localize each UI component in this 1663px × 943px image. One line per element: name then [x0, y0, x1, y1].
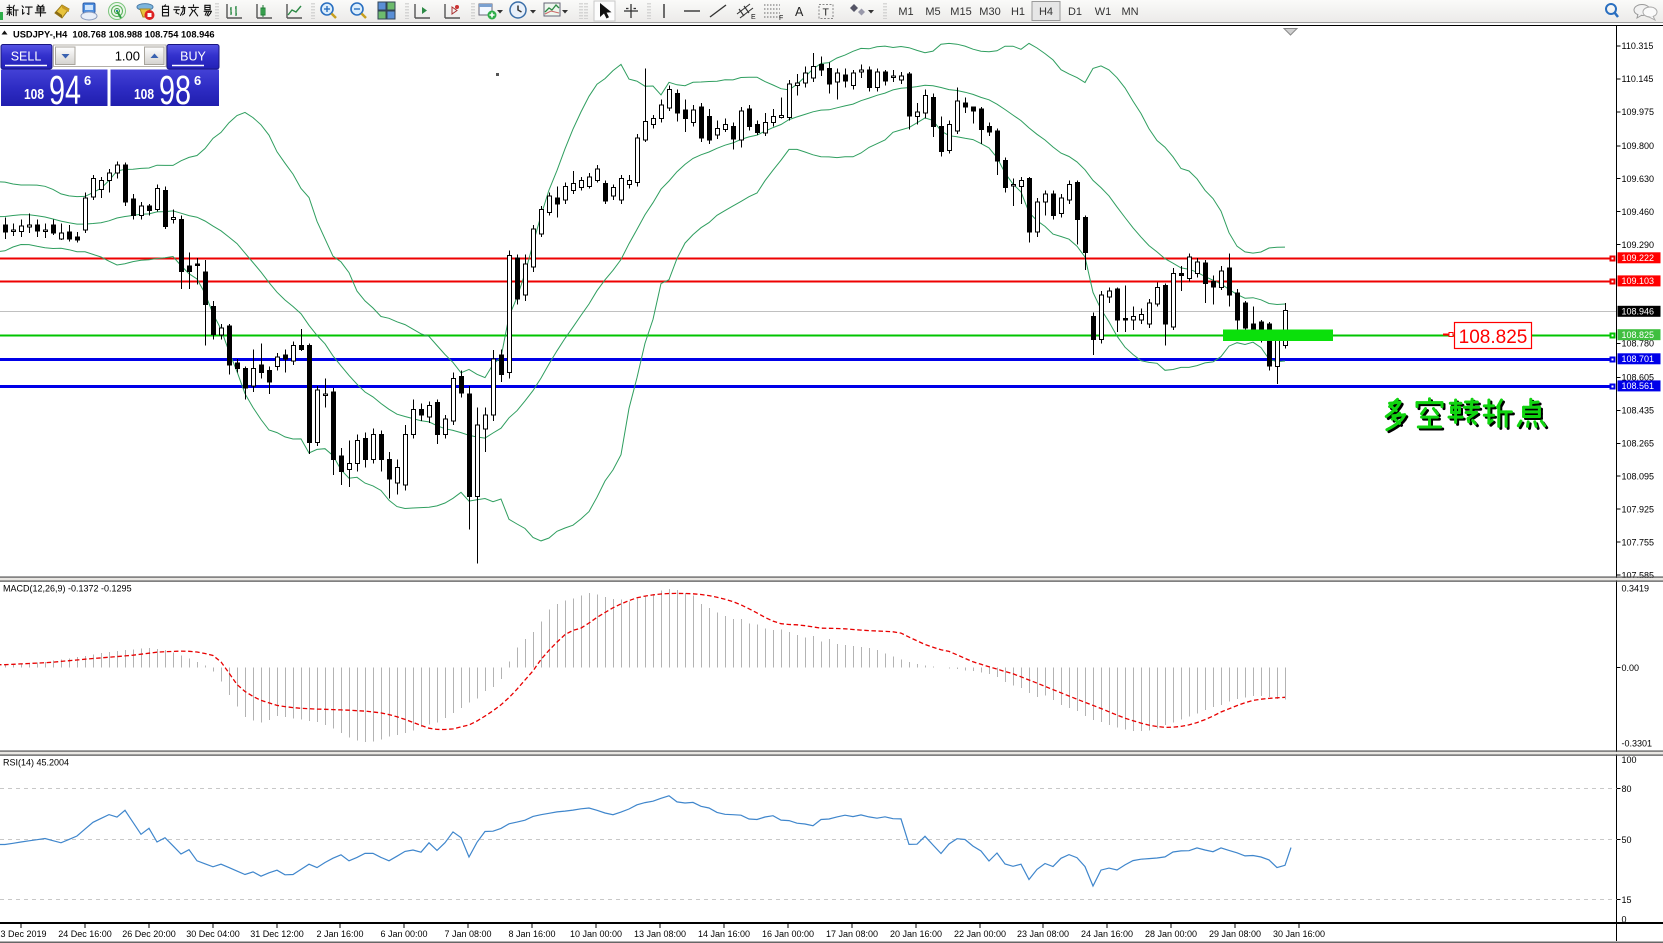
svg-text:M1: M1: [898, 6, 913, 18]
svg-text:23 Dec 2019: 23 Dec 2019: [0, 929, 47, 939]
svg-text:USDJPY-,H4 108.768 108.988 10: USDJPY-,H4 108.768 108.988 108.754 108.9…: [13, 30, 215, 40]
svg-text:D1: D1: [1068, 6, 1082, 18]
svg-text:109.222: 109.222: [1622, 253, 1655, 263]
svg-text:26 Dec 20:00: 26 Dec 20:00: [122, 929, 176, 939]
svg-text:22 Jan 00:00: 22 Jan 00:00: [954, 929, 1006, 939]
svg-text:BUY: BUY: [180, 50, 206, 64]
svg-text:2 Jan 16:00: 2 Jan 16:00: [316, 929, 363, 939]
svg-text:H4: H4: [1039, 6, 1053, 18]
svg-text:M30: M30: [979, 6, 1000, 18]
svg-text:109.290: 109.290: [1622, 240, 1655, 250]
svg-text:29 Jan 08:00: 29 Jan 08:00: [1209, 929, 1261, 939]
svg-text:109.800: 109.800: [1622, 141, 1655, 151]
svg-text:16 Jan 00:00: 16 Jan 00:00: [762, 929, 814, 939]
svg-text:W1: W1: [1095, 6, 1112, 18]
svg-text:0: 0: [1622, 915, 1627, 925]
svg-text:6 Jan 00:00: 6 Jan 00:00: [380, 929, 427, 939]
svg-text:E: E: [751, 14, 756, 21]
svg-text:20 Jan 16:00: 20 Jan 16:00: [890, 929, 942, 939]
svg-text:6: 6: [84, 73, 91, 88]
svg-text:108.095: 108.095: [1622, 471, 1655, 481]
svg-text:H1: H1: [1011, 6, 1025, 18]
svg-text:A: A: [795, 5, 804, 19]
svg-text:107.755: 107.755: [1622, 537, 1655, 547]
svg-text:80: 80: [1622, 784, 1632, 794]
svg-text:0.3419: 0.3419: [1622, 584, 1650, 594]
svg-text:108.605: 108.605: [1622, 373, 1655, 383]
svg-text:107.585: 107.585: [1622, 570, 1655, 580]
svg-text:108.780: 108.780: [1622, 339, 1655, 349]
svg-text:30 Dec 04:00: 30 Dec 04:00: [186, 929, 240, 939]
svg-text:108: 108: [24, 87, 44, 103]
svg-text:98: 98: [159, 67, 191, 113]
svg-text:23 Jan 08:00: 23 Jan 08:00: [1017, 929, 1069, 939]
svg-text:MACD(12,26,9) -0.1372 -0.1295: MACD(12,26,9) -0.1372 -0.1295: [3, 584, 132, 594]
svg-text:108.561: 108.561: [1622, 381, 1655, 391]
svg-text:F: F: [779, 15, 783, 22]
svg-text:14 Jan 16:00: 14 Jan 16:00: [698, 929, 750, 939]
svg-text:13 Jan 08:00: 13 Jan 08:00: [634, 929, 686, 939]
svg-text:31 Dec 12:00: 31 Dec 12:00: [250, 929, 304, 939]
svg-text:108.825: 108.825: [1622, 330, 1655, 340]
svg-text:109.630: 109.630: [1622, 174, 1655, 184]
svg-text:110.145: 110.145: [1622, 74, 1654, 84]
svg-text:1.00: 1.00: [115, 49, 140, 64]
svg-text:-0.3301: -0.3301: [1622, 738, 1653, 748]
svg-text:0.00: 0.00: [1622, 663, 1640, 673]
svg-text:110.315: 110.315: [1622, 41, 1654, 51]
svg-text:108.825: 108.825: [1459, 327, 1528, 348]
svg-text:10 Jan 00:00: 10 Jan 00:00: [570, 929, 622, 939]
svg-text:108.435: 108.435: [1622, 406, 1655, 416]
svg-text:108.265: 108.265: [1622, 439, 1655, 449]
svg-text:17 Jan 08:00: 17 Jan 08:00: [826, 929, 878, 939]
svg-text:RSI(14) 45.2004: RSI(14) 45.2004: [3, 758, 69, 768]
svg-text:MN: MN: [1121, 6, 1138, 18]
svg-text:94: 94: [49, 67, 81, 113]
svg-text:109.103: 109.103: [1622, 276, 1655, 286]
svg-text:108: 108: [134, 87, 154, 103]
svg-text:M15: M15: [950, 6, 971, 18]
svg-text:M5: M5: [925, 6, 940, 18]
svg-text:100: 100: [1622, 755, 1637, 765]
svg-text:109.460: 109.460: [1622, 207, 1655, 217]
svg-text:28 Jan 00:00: 28 Jan 00:00: [1145, 929, 1197, 939]
svg-text:107.925: 107.925: [1622, 504, 1655, 514]
svg-text:50: 50: [1622, 835, 1632, 845]
svg-text:108.701: 108.701: [1622, 354, 1655, 364]
svg-text:6: 6: [194, 73, 201, 88]
svg-text:24 Jan 16:00: 24 Jan 16:00: [1081, 929, 1133, 939]
svg-text:24 Dec 16:00: 24 Dec 16:00: [58, 929, 112, 939]
svg-text:109.975: 109.975: [1622, 107, 1655, 117]
svg-text:SELL: SELL: [11, 50, 42, 64]
svg-text:108.946: 108.946: [1622, 307, 1655, 317]
svg-text:15: 15: [1622, 895, 1632, 905]
svg-text:7 Jan 08:00: 7 Jan 08:00: [444, 929, 491, 939]
svg-text:T: T: [823, 7, 830, 19]
svg-text:8 Jan 16:00: 8 Jan 16:00: [508, 929, 555, 939]
svg-text:30 Jan 16:00: 30 Jan 16:00: [1273, 929, 1325, 939]
